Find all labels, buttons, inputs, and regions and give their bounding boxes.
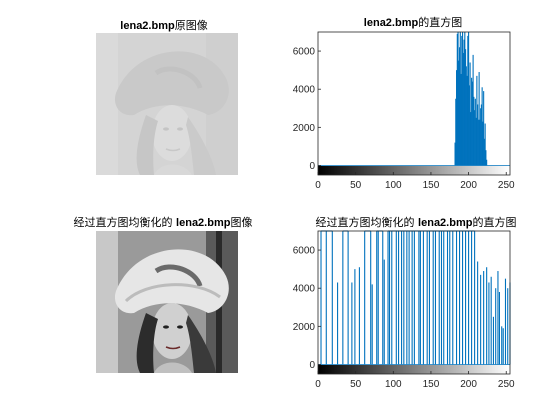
equalized-histogram-x-tick-label: 0 (315, 379, 321, 390)
title-equalized-image: 经过直方图均衡化的 lena2.bmp图像 (73, 216, 253, 229)
original-histogram-y-tick-label: 0 (309, 161, 315, 172)
equalized-histogram-x-tick-label: 200 (460, 379, 477, 390)
equalized-histogram-y-tick-label: 0 (309, 360, 315, 371)
original-histogram-x-tick-label: 200 (460, 180, 477, 191)
original-histogram-y-tick-label: 6000 (293, 47, 316, 58)
original-image (96, 33, 238, 175)
original-histogram-x-tick-label: 150 (423, 180, 440, 191)
original-histogram-gray-colorbar (318, 166, 510, 175)
equalized-histogram-x-tick-label: 150 (423, 379, 440, 390)
equalized-histogram-y-tick-label: 6000 (293, 246, 316, 257)
original-histogram-y-tick-label: 4000 (293, 85, 316, 96)
title-original-histogram: lena2.bmp的直方图 (363, 16, 463, 29)
original-histogram-y-tick-label: 2000 (293, 123, 316, 134)
equalized-histogram-gray-colorbar (318, 365, 510, 374)
equalized-histogram-y-tick-label: 4000 (293, 284, 316, 295)
equalized-image (96, 231, 238, 373)
title-original-image: lena2.bmp原图像 (120, 19, 208, 32)
original-histogram-x-tick-label: 250 (498, 180, 515, 191)
original-histogram-axes-box (317, 31, 511, 176)
original-histogram-x-tick-label: 0 (315, 180, 321, 191)
title-equalized-histogram: 经过直方图均衡化的 lena2.bmp的直方图 (315, 216, 517, 229)
equalized-histogram-y-tick-label: 2000 (293, 322, 316, 333)
original-histogram-x-tick-label: 50 (350, 180, 362, 191)
equalized-histogram-axes-box (317, 230, 511, 375)
equalized-histogram-x-tick-label: 100 (385, 379, 402, 390)
equalized-histogram-x-tick-label: 250 (498, 379, 515, 390)
original-histogram-x-tick-label: 100 (385, 180, 402, 191)
equalized-histogram-x-tick-label: 50 (350, 379, 362, 390)
